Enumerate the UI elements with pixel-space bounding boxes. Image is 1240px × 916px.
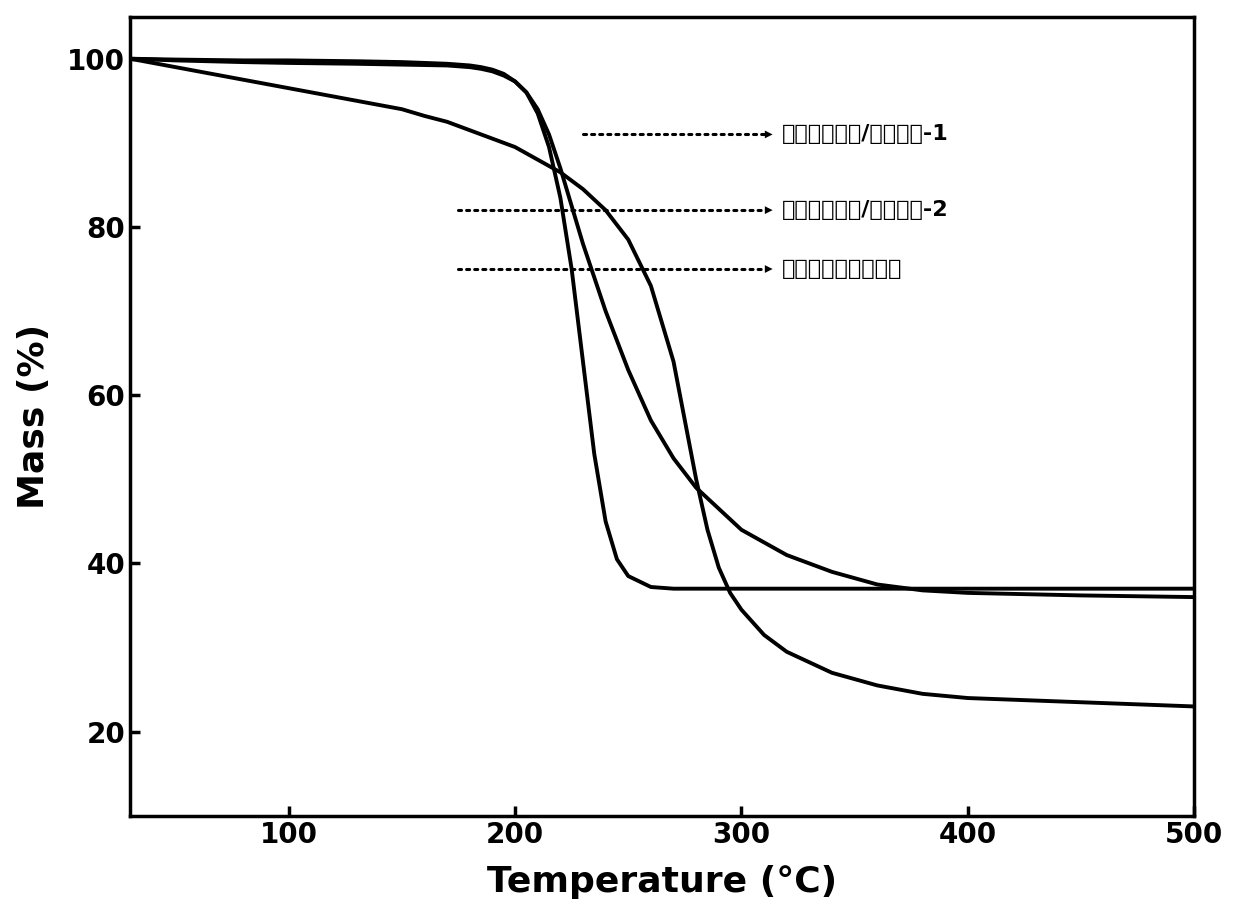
X-axis label: Temperature (°C): Temperature (°C) bbox=[487, 866, 837, 900]
Text: 纤维素纳米晶/离子液体-1: 纤维素纳米晶/离子液体-1 bbox=[782, 125, 949, 145]
Y-axis label: Mass (%): Mass (%) bbox=[16, 323, 51, 508]
Text: 未透析纤维素纳米晶: 未透析纤维素纳米晶 bbox=[782, 259, 903, 279]
Text: 纤维素纳米晶/离子液体-2: 纤维素纳米晶/离子液体-2 bbox=[782, 200, 949, 220]
